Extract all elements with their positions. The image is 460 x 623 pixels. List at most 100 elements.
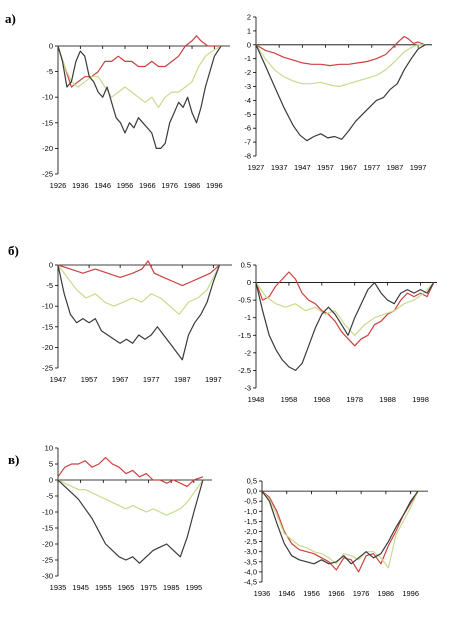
series-line-dark <box>255 44 426 142</box>
y-tick-label: -4,0 <box>244 567 257 576</box>
y-tick-label: -1.5 <box>238 331 251 340</box>
x-tick-label: 1997 <box>205 375 222 384</box>
series-line-red <box>57 457 204 487</box>
y-tick-label: 10 <box>45 444 53 453</box>
x-tick-label: 1987 <box>387 163 404 172</box>
series-line-red <box>261 490 419 573</box>
x-tick-label: 1936 <box>254 589 271 598</box>
series-line-green <box>57 45 222 109</box>
y-tick-label: -7 <box>244 138 251 147</box>
x-tick-label: 1947 <box>294 163 311 172</box>
y-tick-label: -5 <box>244 110 251 119</box>
x-tick-label: 1926 <box>50 181 67 190</box>
y-tick-label: -6 <box>244 124 251 133</box>
x-tick-label: 1978 <box>346 395 363 404</box>
y-tick-label: -20 <box>42 144 53 153</box>
y-tick-label: -10 <box>42 508 53 517</box>
y-tick-label: -20 <box>42 540 53 549</box>
y-tick-label: 5 <box>49 460 53 469</box>
x-tick-label: 1975 <box>140 583 157 592</box>
x-tick-label: 1946 <box>94 181 111 190</box>
y-tick-label: -2,5 <box>244 537 257 546</box>
x-tick-label: 1976 <box>353 589 370 598</box>
series-line-green <box>57 479 204 516</box>
series-line-green <box>255 282 435 336</box>
x-tick-label: 1976 <box>161 181 178 190</box>
y-tick-label: -1,0 <box>244 507 257 516</box>
x-tick-label: 1945 <box>72 583 89 592</box>
x-tick-label: 1997 <box>410 163 427 172</box>
x-tick-label: 1955 <box>95 583 112 592</box>
x-tick-label: 1935 <box>50 583 67 592</box>
y-tick-label: 0,5 <box>247 477 257 486</box>
series-line-dark <box>57 264 221 361</box>
y-tick-label: -3 <box>244 82 251 91</box>
y-tick-label: -2 <box>244 348 251 357</box>
y-tick-label: -0.5 <box>238 296 251 305</box>
y-tick-label: -0,5 <box>244 497 257 506</box>
y-tick-label: -1 <box>244 54 251 63</box>
x-tick-label: 1996 <box>206 181 223 190</box>
x-tick-label: 1965 <box>118 583 135 592</box>
y-tick-label: -2,0 <box>244 527 257 536</box>
x-tick-label: 1968 <box>313 395 330 404</box>
y-tick-label: 0 <box>247 40 251 49</box>
y-tick-label: -30 <box>42 572 53 581</box>
y-tick-label: 0.5 <box>241 261 251 270</box>
series-line-red <box>255 35 426 67</box>
y-tick-label: -1 <box>244 313 251 322</box>
x-tick-label: 1996 <box>402 589 419 598</box>
y-tick-label: -3 <box>244 384 251 393</box>
y-tick-label: -8 <box>244 152 251 161</box>
y-tick-label: -5 <box>46 67 53 76</box>
x-tick-label: 1977 <box>363 163 380 172</box>
y-tick-label: 1 <box>247 26 251 35</box>
x-tick-label: 1958 <box>281 395 298 404</box>
y-tick-label: -5 <box>46 281 53 290</box>
y-tick-label: -5 <box>46 492 53 501</box>
y-tick-label: -4 <box>244 96 251 105</box>
y-tick-label: -25 <box>42 170 53 179</box>
series-line-red <box>57 260 220 287</box>
x-tick-label: 1947 <box>50 375 67 384</box>
y-tick-label: -3,0 <box>244 547 257 556</box>
series-line-dark <box>57 479 204 564</box>
row-label-a: а) <box>5 11 16 26</box>
x-tick-label: 1998 <box>412 395 429 404</box>
x-tick-label: 1956 <box>303 589 320 598</box>
x-tick-label: 1986 <box>184 181 201 190</box>
y-tick-label: 0 <box>49 476 53 485</box>
x-tick-label: 1946 <box>278 589 295 598</box>
y-tick-label: -1,5 <box>244 517 257 526</box>
x-tick-label: 1967 <box>112 375 129 384</box>
y-tick-label: 0 <box>49 261 53 270</box>
x-tick-label: 1927 <box>248 163 265 172</box>
series-line-green <box>57 264 221 315</box>
y-tick-label: -10 <box>42 93 53 102</box>
x-tick-label: 1936 <box>72 181 89 190</box>
series-line-dark <box>255 282 435 371</box>
y-tick-label: 0,0 <box>247 487 257 496</box>
y-tick-label: -4,5 <box>244 578 257 587</box>
series-line-dark <box>57 45 222 149</box>
x-tick-label: 1966 <box>328 589 345 598</box>
y-tick-label: -15 <box>42 524 53 533</box>
series-line-dark <box>261 490 419 565</box>
series-line-red <box>255 271 435 347</box>
x-tick-label: 1948 <box>248 395 265 404</box>
x-tick-label: 1966 <box>139 181 156 190</box>
y-tick-label: -25 <box>42 364 53 373</box>
x-tick-label: 1956 <box>117 181 134 190</box>
series-line-red <box>57 35 222 88</box>
x-tick-label: 1957 <box>317 163 334 172</box>
row-label-v: в) <box>8 452 20 467</box>
y-tick-label: 0 <box>49 42 53 51</box>
x-tick-label: 1987 <box>174 375 191 384</box>
